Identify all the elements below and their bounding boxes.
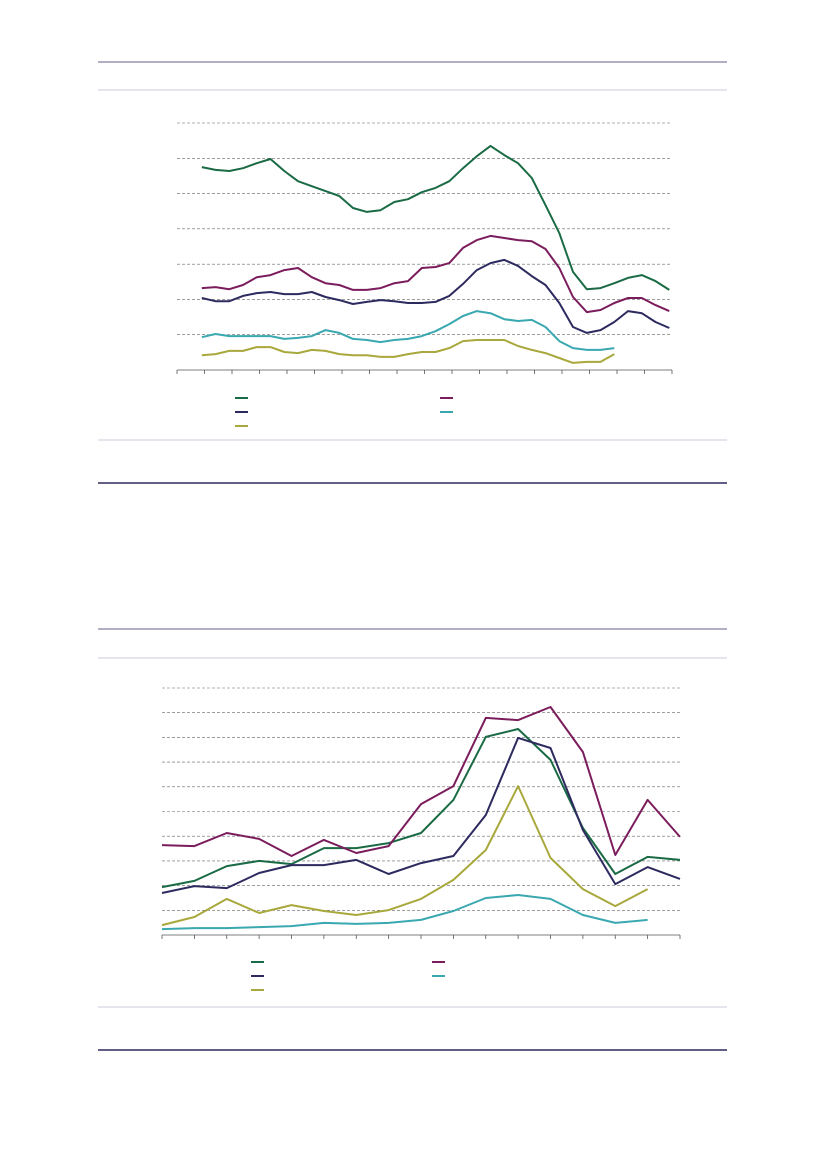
line-series [161,785,649,927]
line-series [201,258,670,334]
frame-2 [98,628,727,1051]
line-series [201,339,615,364]
line-series [161,706,681,857]
line-series [161,736,681,894]
line-series [201,310,615,351]
line-series [201,144,670,291]
frame-1 [98,61,727,484]
line-series [161,728,681,889]
line-series [161,894,648,931]
line-series [201,234,670,314]
